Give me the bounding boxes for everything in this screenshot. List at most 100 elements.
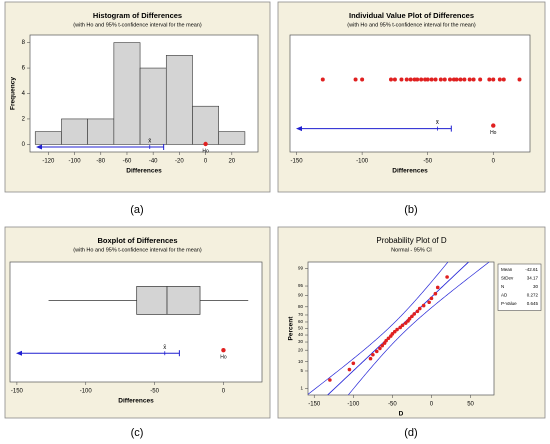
point [384,338,388,343]
y-tick-label: 0 [22,142,26,148]
h0-point [203,141,208,147]
y-tick-label: 10 [298,359,304,364]
stat-value: 0.272 [527,293,539,298]
point [347,367,352,372]
point [415,309,420,314]
h0-label: Ho [490,130,497,136]
point [392,77,397,82]
h0-label: Ho [220,355,227,361]
x-tick-label: -80 [96,159,105,165]
y-tick-label: 99 [298,266,304,271]
point [415,77,420,82]
h0-label: Ho [202,148,209,154]
ci-arrowhead [16,350,22,356]
point [403,321,408,325]
y-tick-label: 60 [298,319,304,324]
point [374,349,379,354]
plot-area [9,261,263,383]
stat-label: N [501,284,504,289]
ci-band-upper [347,262,490,395]
y-tick-label: 50 [298,326,304,331]
point [412,312,417,316]
x-tick-label: -100 [69,159,82,165]
h0-point [221,348,226,353]
point [425,77,430,82]
bar [165,55,193,145]
y-tick-label: 2 [22,117,26,123]
x-tick-label: -50 [150,389,159,395]
point [419,77,424,82]
point [429,296,434,301]
y-tick-label: 1 [300,386,303,391]
point [404,77,409,82]
point [462,77,467,82]
x-tick-label: 0 [222,389,226,395]
x-tick-label: -100 [347,402,360,408]
y-tick-label: 6 [22,66,26,72]
y-tick-label: 40 [298,332,304,337]
bar [113,42,141,145]
bar [34,131,62,145]
x-tick-label: -150 [11,389,24,395]
x-tick-label: 0 [204,159,208,165]
point [454,77,459,82]
point [438,77,443,82]
point [353,77,358,82]
point [445,275,449,279]
point [448,77,452,82]
h0-point [491,123,496,128]
point [368,356,373,361]
y-tick-label: 70 [298,312,304,317]
mean-label: x̄ [436,120,439,126]
caption: (b) [404,204,417,216]
x-axis-label: Differences [392,168,428,175]
x-tick-label: -20 [175,159,184,165]
point [471,77,476,82]
x-tick-label: 0 [430,402,434,408]
stat-label: Mean [501,267,513,272]
y-axis-label: Percent [288,316,295,341]
box [136,286,201,315]
point [517,77,522,82]
chart-subtitle: (with Ho and 95% t-confidence interval f… [73,22,202,28]
point [433,291,438,296]
point [371,352,375,357]
point [491,77,496,82]
y-tick-label: 20 [298,347,304,352]
point [407,316,412,321]
point [400,323,405,328]
point [427,300,431,305]
point [417,306,422,311]
chart-title: Histogram of Differences [93,11,182,20]
point [388,77,393,82]
point [392,329,397,334]
x-tick-label: 20 [228,159,235,165]
mean-label: x̄ [148,139,151,145]
point [433,77,438,82]
point [380,343,385,348]
x-tick-label: 50 [467,402,474,408]
bar [61,118,88,145]
chart-title: Individual Value Plot of Differences [349,11,474,20]
point [442,77,447,82]
ci-band-lower [308,262,449,395]
plot-area [289,34,531,153]
point [351,361,356,366]
point [398,325,403,330]
stat-value: 0.645 [527,301,539,306]
bar [139,67,167,145]
x-axis-label: D [399,411,404,418]
stat-value: 30 [533,284,539,289]
chart-subtitle: (with Ho and 95% t-confidence interval f… [73,247,202,253]
x-axis-label: Differences [126,168,162,175]
y-tick-label: 8 [22,40,26,46]
bar [87,118,115,145]
point [421,303,426,308]
stat-value: 34.17 [527,276,539,281]
point [320,77,325,82]
x-tick-label: -50 [423,159,432,165]
x-tick-label: -60 [123,159,132,165]
x-tick-label: -150 [291,159,304,165]
x-tick-label: -120 [42,159,55,165]
stat-label: P-Value [501,301,517,306]
